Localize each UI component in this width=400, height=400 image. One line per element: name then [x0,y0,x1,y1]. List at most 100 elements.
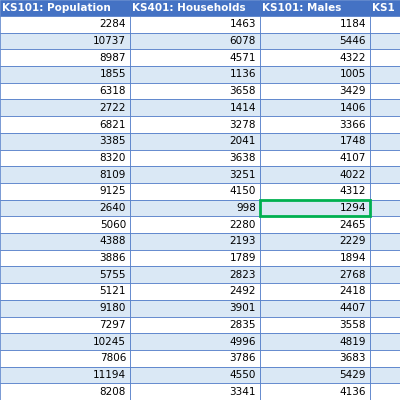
Bar [130,367,260,383]
Bar [130,133,260,150]
Bar [130,233,260,250]
Bar [260,183,370,200]
Text: 7297: 7297 [100,320,126,330]
Text: 3638: 3638 [230,153,256,163]
Bar [0,183,130,200]
Text: 4322: 4322 [340,53,366,63]
Bar [260,316,370,333]
Bar [260,166,370,183]
Bar [260,350,370,367]
Text: 2722: 2722 [100,103,126,113]
Bar [0,116,130,133]
Text: 1789: 1789 [230,253,256,263]
Bar [130,33,260,49]
Text: 2492: 2492 [230,286,256,296]
Bar [0,250,130,266]
Bar [260,283,370,300]
Bar [0,200,130,216]
Text: 1414: 1414 [230,103,256,113]
Text: 6821: 6821 [100,120,126,130]
Bar [130,183,260,200]
Text: 3385: 3385 [100,136,126,146]
Text: 5060: 5060 [100,220,126,230]
Text: KS1: KS1 [372,3,395,13]
Text: 4136: 4136 [340,387,366,397]
Text: 3658: 3658 [230,86,256,96]
Bar [370,233,400,250]
Bar [130,350,260,367]
Text: 3901: 3901 [230,303,256,313]
Bar [0,300,130,316]
Text: 8109: 8109 [100,170,126,180]
Text: 4571: 4571 [230,53,256,63]
Bar [130,283,260,300]
Bar [370,350,400,367]
Text: 3366: 3366 [340,120,366,130]
Text: 3886: 3886 [100,253,126,263]
Bar [260,150,370,166]
Bar [370,150,400,166]
Bar [370,383,400,400]
Bar [370,16,400,33]
Bar [130,383,260,400]
Bar [370,133,400,150]
Text: 3429: 3429 [340,86,366,96]
Text: 3786: 3786 [230,353,256,363]
Text: 6078: 6078 [230,36,256,46]
Text: 2768: 2768 [340,270,366,280]
Text: KS101: Males: KS101: Males [262,3,341,13]
Text: 2465: 2465 [340,220,366,230]
Text: KS101: Population: KS101: Population [2,3,111,13]
Bar [370,266,400,283]
Bar [260,266,370,283]
Bar [130,100,260,116]
Bar [260,367,370,383]
Bar [260,49,370,66]
Text: 2835: 2835 [230,320,256,330]
Text: 8987: 8987 [100,53,126,63]
Bar [0,367,130,383]
Text: 6318: 6318 [100,86,126,96]
Text: 1005: 1005 [340,70,366,80]
Bar [130,150,260,166]
Text: 2418: 2418 [340,286,366,296]
Bar [130,200,260,216]
Text: 998: 998 [236,203,256,213]
Text: 11194: 11194 [93,370,126,380]
Bar [130,66,260,83]
Text: 3278: 3278 [230,120,256,130]
Text: 1184: 1184 [340,19,366,29]
Bar [0,66,130,83]
Bar [260,200,370,216]
Bar [0,266,130,283]
Text: 5429: 5429 [340,370,366,380]
Bar [0,316,130,333]
Bar [260,200,370,216]
Bar [260,216,370,233]
Bar [370,216,400,233]
Text: 4150: 4150 [230,186,256,196]
Bar [0,83,130,100]
Bar [0,49,130,66]
Text: 1136: 1136 [230,70,256,80]
Text: 1894: 1894 [340,253,366,263]
Bar [260,66,370,83]
Bar [370,100,400,116]
Text: 5121: 5121 [100,286,126,296]
Bar [260,83,370,100]
Bar [370,83,400,100]
Bar [260,16,370,33]
Bar [260,233,370,250]
Text: 2284: 2284 [100,19,126,29]
Text: 2640: 2640 [100,203,126,213]
Text: 5755: 5755 [100,270,126,280]
Text: 1748: 1748 [340,136,366,146]
Bar [130,49,260,66]
Bar [130,266,260,283]
Bar [370,200,400,216]
Bar [130,333,260,350]
Text: 4022: 4022 [340,170,366,180]
Bar [260,33,370,49]
Bar [370,333,400,350]
Text: 3251: 3251 [230,170,256,180]
